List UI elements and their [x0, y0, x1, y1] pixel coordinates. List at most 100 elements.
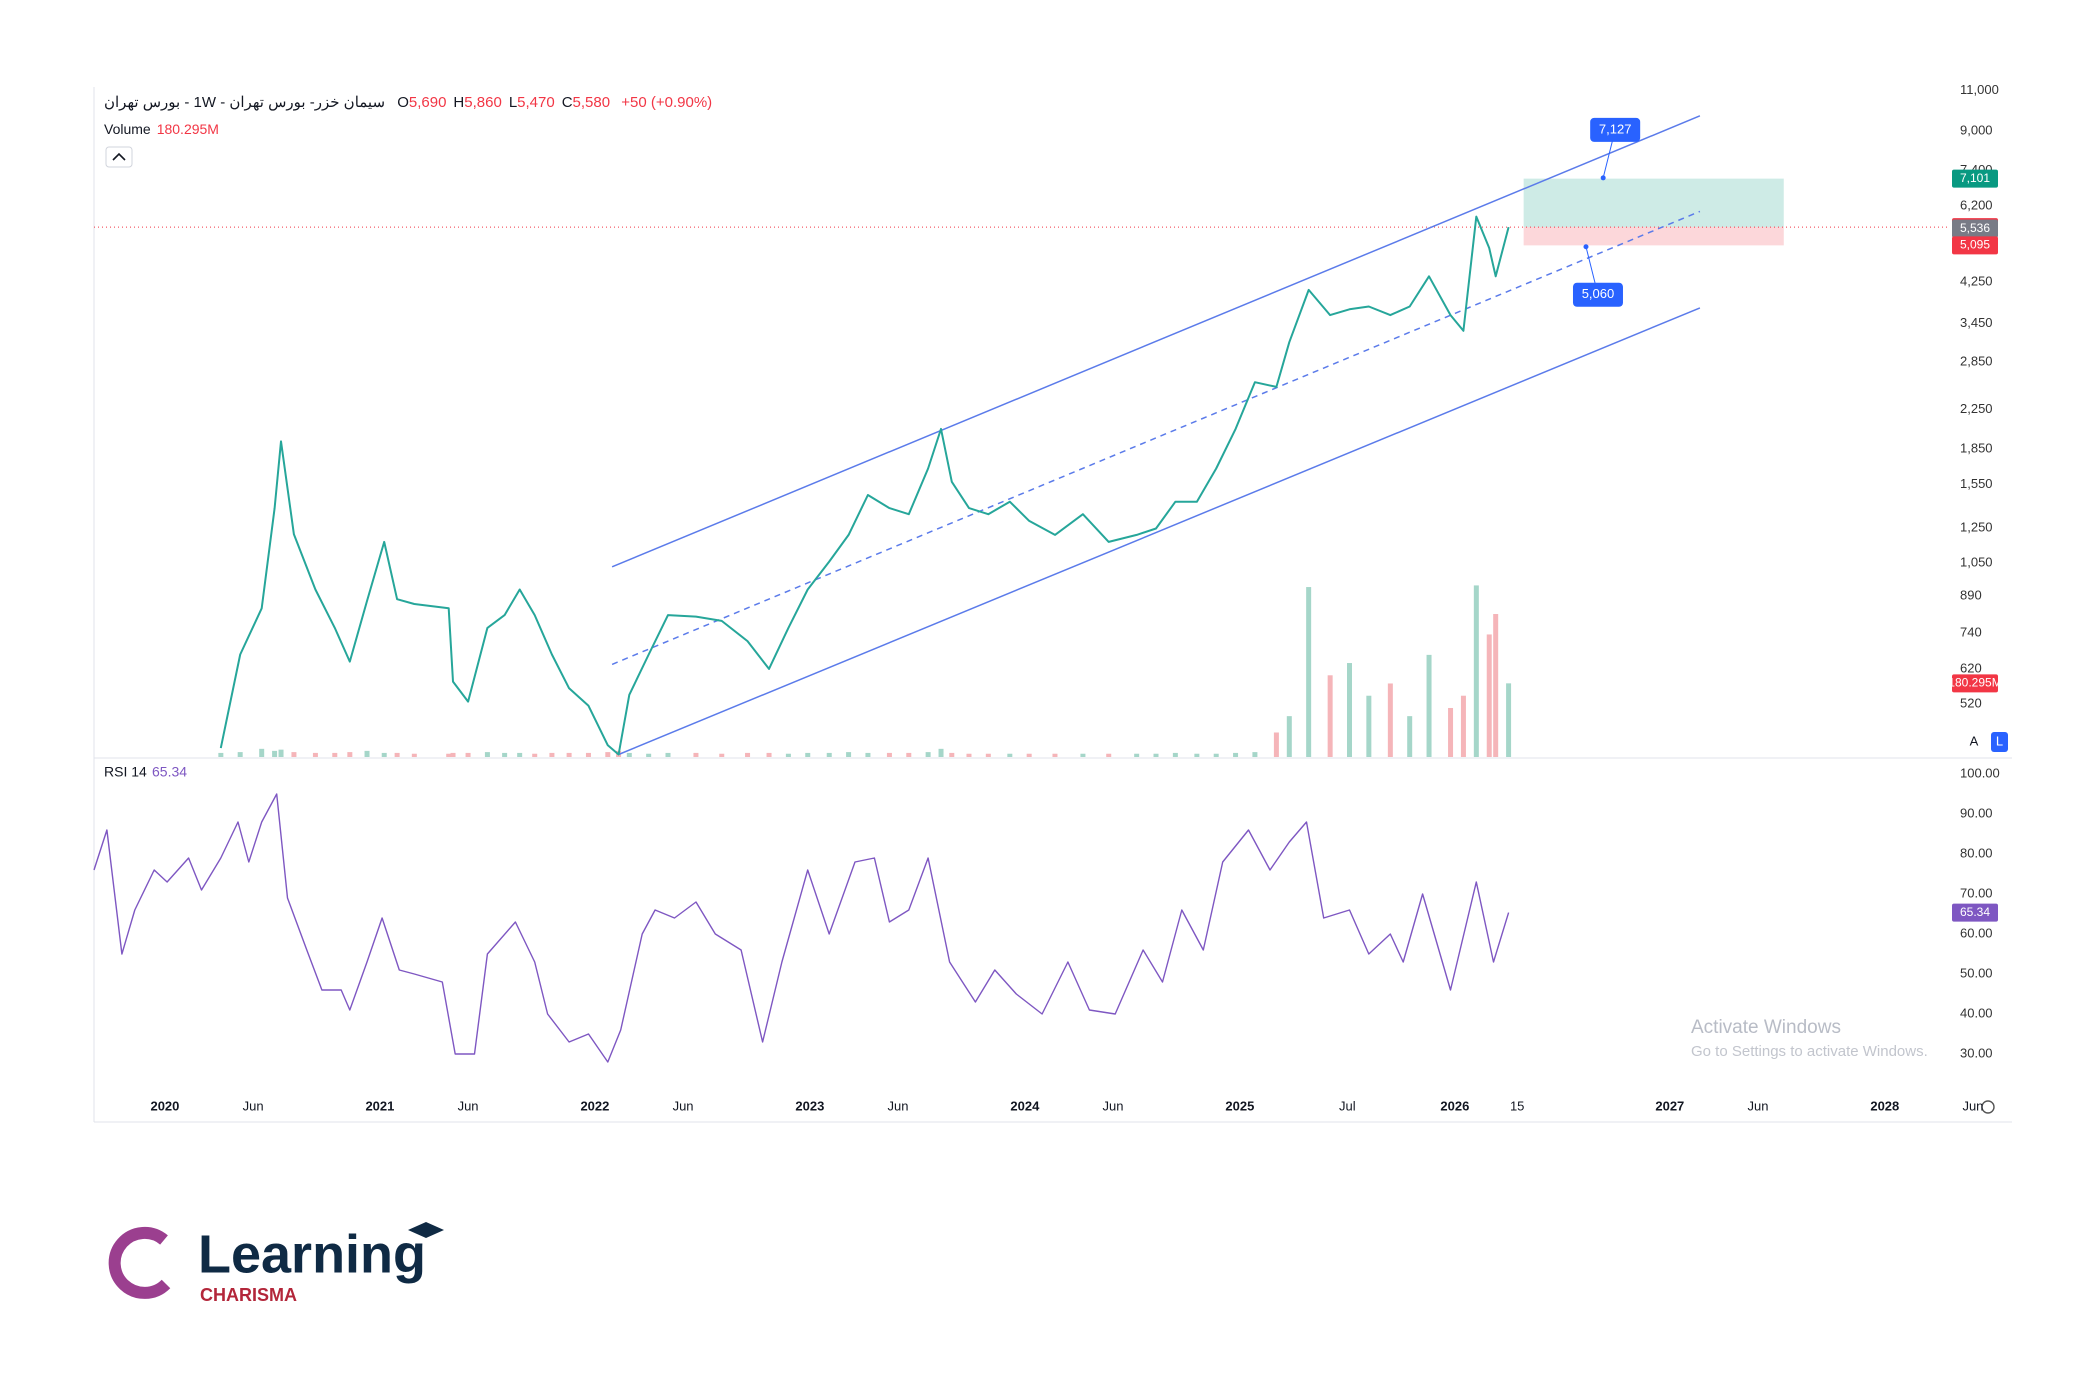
rsi-tick-label: 60.00	[1960, 925, 1993, 940]
x-tick-label: Jul	[1339, 1098, 1356, 1113]
x-tick-label: 2025	[1225, 1098, 1254, 1113]
ohlc-key: O	[397, 94, 409, 111]
x-tick-label: 2026	[1440, 1098, 1469, 1113]
x-tick-label: Jun	[1962, 1098, 1983, 1113]
volume-bar	[566, 752, 572, 757]
volume-bar	[766, 752, 772, 757]
logo-cap	[408, 1222, 444, 1238]
trend-line	[618, 307, 1701, 756]
ohlc-value: 5,860	[464, 94, 502, 111]
y-tick-label: 11,000	[1960, 82, 1999, 97]
volume-bar	[925, 752, 931, 757]
price-tag: 5,095	[1960, 238, 1990, 252]
ohlc-key: H	[453, 94, 465, 111]
volume-bar	[719, 753, 725, 757]
volume-bar	[693, 752, 699, 757]
volume-bar	[1506, 683, 1512, 757]
volume-bar	[1213, 753, 1219, 757]
x-tick-label: 2023	[795, 1098, 824, 1113]
ohlc-value: 5,690	[408, 94, 447, 111]
y-tick-label: 1,050	[1960, 554, 1993, 569]
y-tick-label: 620	[1960, 660, 1982, 675]
volume-bar	[394, 752, 400, 757]
log-scale-button-bg[interactable]	[1991, 732, 2008, 752]
x-tick-label: Jun	[243, 1098, 264, 1113]
volume-bar	[605, 752, 611, 757]
callout-box	[1572, 282, 1623, 307]
x-tick-label: Jun	[1747, 1098, 1768, 1113]
x-tick-label: 2028	[1870, 1098, 1899, 1113]
volume-bar	[1327, 675, 1333, 757]
position-stop-zone	[1523, 227, 1784, 246]
settings-button[interactable]	[1981, 1100, 1995, 1114]
y-tick-label: 1,550	[1960, 476, 1993, 491]
rsi-line	[93, 793, 1510, 1063]
volume-bar	[1252, 752, 1258, 757]
volume-bar	[381, 752, 387, 757]
y-tick-label: 740	[1960, 625, 1982, 640]
volume-tag: 180.295M	[1948, 676, 2001, 690]
volume-bar	[1306, 587, 1312, 757]
x-tick-label: Jun	[458, 1098, 479, 1113]
volume-bar	[1346, 663, 1352, 757]
position-target-zone	[1523, 178, 1784, 228]
auto-scale-button[interactable]: A	[1970, 733, 1979, 748]
collapse-icon	[112, 152, 126, 161]
callout-point	[1600, 175, 1606, 181]
collapse-button[interactable]	[105, 146, 133, 168]
rsi-tick-label: 90.00	[1960, 805, 1993, 820]
log-scale-button[interactable]: L	[1996, 733, 2003, 748]
volume-bar	[1387, 683, 1393, 757]
volume-bar	[411, 753, 417, 757]
logo-name: Learning	[198, 1224, 426, 1284]
volume-bar	[1026, 753, 1032, 757]
volume-bar	[585, 752, 591, 757]
x-tick-label: 2021	[365, 1098, 394, 1113]
rsi-legend-value: 65.34	[152, 764, 187, 780]
ohlc-value: 5,470	[517, 94, 555, 111]
volume-bar	[1080, 753, 1086, 757]
volume-bar	[549, 752, 555, 757]
rsi-tick-label: 40.00	[1960, 1005, 1993, 1020]
volume-bar	[665, 752, 671, 757]
rsi-tick-label: 80.00	[1960, 845, 1993, 860]
volume-bar	[446, 753, 452, 757]
ohlc-key: L	[508, 94, 518, 111]
volume-legend: Volume 180.295M	[104, 121, 219, 137]
y-tick-label: 1,850	[1960, 441, 1993, 456]
x-tick-label: Jun	[888, 1098, 909, 1113]
volume-bar	[626, 752, 632, 757]
volume-bar	[966, 753, 972, 757]
watermark-title: Activate Windows	[1691, 1017, 1841, 1038]
price-tag-bg	[1952, 219, 1998, 238]
volume-bar	[272, 750, 278, 757]
volume-bar	[1473, 585, 1479, 757]
callout-point	[1583, 244, 1589, 250]
volume-bar	[886, 752, 892, 757]
volume-bar	[906, 752, 912, 757]
y-tick-label: 9,000	[1960, 122, 1993, 137]
y-tick-label: 2,250	[1960, 401, 1993, 416]
volume-bar	[1407, 716, 1413, 757]
rsi-tick-label: 50.00	[1960, 965, 1993, 980]
volume-bar	[332, 752, 338, 757]
volume-bar	[805, 752, 811, 757]
volume-bar	[1273, 732, 1279, 757]
volume-bar	[1493, 614, 1499, 757]
price-line	[219, 215, 1510, 756]
volume-bar	[1366, 695, 1372, 757]
volume-title: Volume	[104, 121, 151, 137]
volume-bar	[450, 752, 456, 757]
chart-title: سیمان خزر- بورس تهران - 1W - بورس تهران	[104, 94, 386, 111]
ohlc-value: 5,580	[572, 94, 611, 111]
volume-bar	[1172, 752, 1178, 757]
change: +50 (+0.90%)	[621, 94, 713, 111]
volume-bar	[1460, 695, 1466, 757]
x-tick-label: 15	[1510, 1098, 1524, 1113]
volume-bar	[826, 752, 832, 757]
volume-bar	[1153, 753, 1159, 757]
logo-mark	[108, 1226, 171, 1299]
y-tick-label: 2,850	[1960, 354, 1993, 369]
x-tick-label: 2022	[580, 1098, 609, 1113]
volume-bar	[1486, 634, 1492, 757]
